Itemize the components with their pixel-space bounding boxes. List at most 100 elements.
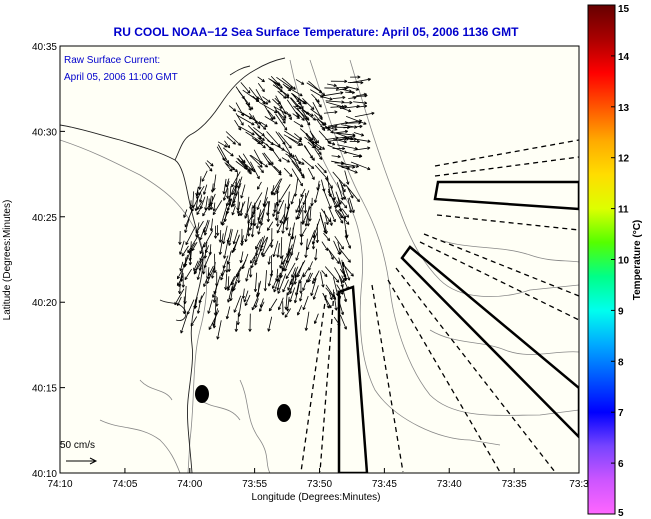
current-vector — [236, 157, 248, 170]
current-vector — [203, 230, 214, 248]
x-tick-label: 73:55 — [242, 479, 267, 490]
current-vector — [250, 219, 255, 238]
current-vector — [331, 154, 341, 159]
current-vector — [312, 273, 318, 285]
current-vector — [176, 270, 183, 280]
current-vector — [276, 77, 293, 89]
current-vector — [176, 296, 182, 307]
current-vector — [323, 91, 344, 97]
current-vector — [226, 188, 230, 199]
current-vector — [232, 229, 239, 245]
current-vector — [242, 95, 252, 111]
current-vector — [257, 83, 265, 93]
track-box-north — [433, 180, 579, 211]
current-vector — [236, 201, 241, 214]
current-vector — [339, 314, 347, 330]
current-vector — [216, 320, 222, 340]
current-vector — [255, 280, 262, 298]
current-vector — [276, 185, 280, 194]
current-vector — [350, 161, 371, 171]
chart-title: RU COOL NOAA−12 Sea Surface Temperature:… — [114, 25, 520, 39]
x-tick-label: 74:05 — [112, 479, 137, 490]
current-vector — [203, 279, 208, 287]
current-vector — [288, 155, 302, 172]
current-vector — [330, 79, 348, 84]
current-vector — [324, 86, 340, 90]
current-vector — [257, 165, 264, 174]
current-vector — [327, 144, 348, 154]
current-vector — [328, 206, 336, 223]
current-vector — [314, 248, 318, 261]
current-vector — [240, 82, 251, 94]
current-vector — [302, 295, 309, 311]
current-vector — [308, 261, 313, 271]
sampling-tracks — [300, 139, 579, 473]
current-vector — [182, 296, 187, 315]
colorbar-tick-label: 8 — [618, 357, 624, 368]
x-axis-ticks: 74:10 74:05 74:00 73:55 73:50 73:45 73:40 73:35… — [47, 468, 589, 490]
current-vector — [310, 278, 317, 297]
current-vector — [254, 245, 258, 264]
current-vector — [291, 160, 305, 179]
current-vector — [321, 208, 331, 223]
current-vector — [328, 292, 333, 301]
current-vector — [202, 205, 210, 217]
current-vector — [259, 235, 265, 252]
current-vector — [179, 240, 185, 255]
current-vector — [341, 166, 350, 170]
current-vector — [237, 272, 241, 284]
current-vector — [186, 299, 195, 315]
current-vector — [223, 237, 229, 259]
current-vector — [310, 141, 322, 156]
current-vector — [335, 191, 342, 205]
current-vector — [270, 75, 281, 86]
current-vector — [258, 101, 278, 114]
current-vector — [325, 177, 333, 189]
current-vector — [259, 123, 267, 130]
current-vector — [304, 145, 313, 159]
current-vector — [183, 209, 188, 218]
current-vector — [256, 200, 262, 211]
current-vector — [328, 250, 334, 260]
current-vector — [181, 245, 189, 257]
current-vector — [307, 167, 315, 180]
current-vector — [305, 272, 312, 283]
current-vector — [332, 171, 346, 187]
current-vector — [302, 98, 315, 110]
current-vector — [281, 157, 290, 163]
scale-label: 50 cm/s — [60, 440, 95, 451]
current-vector — [278, 184, 291, 203]
current-vector — [324, 266, 340, 283]
current-vector — [196, 295, 202, 314]
current-vector — [202, 219, 209, 233]
current-vector — [270, 146, 282, 162]
current-vector — [350, 75, 361, 79]
current-vector — [276, 215, 280, 227]
current-vector — [338, 247, 351, 263]
current-vector — [348, 197, 355, 214]
current-vector — [296, 305, 303, 316]
current-vector — [272, 240, 279, 258]
current-vector — [230, 188, 237, 208]
current-vector — [270, 178, 281, 195]
current-vector — [279, 255, 284, 269]
current-vector — [353, 146, 371, 151]
current-vector — [284, 84, 303, 97]
current-vector — [279, 213, 285, 224]
current-vector — [183, 285, 187, 305]
x-tick-label: 73:50 — [307, 479, 332, 490]
current-vector — [353, 132, 365, 137]
current-vector — [232, 234, 240, 252]
current-vector — [234, 320, 239, 332]
current-vector — [354, 111, 375, 118]
current-vector — [287, 278, 293, 291]
current-vector — [225, 163, 233, 172]
current-vector — [257, 76, 265, 83]
current-vector — [321, 241, 329, 252]
colorbar-tick-label: 11 — [618, 205, 629, 216]
current-vector — [336, 134, 356, 139]
current-vector — [356, 104, 368, 108]
current-vector — [290, 194, 295, 205]
current-vector — [250, 256, 256, 269]
current-vector — [268, 298, 278, 312]
